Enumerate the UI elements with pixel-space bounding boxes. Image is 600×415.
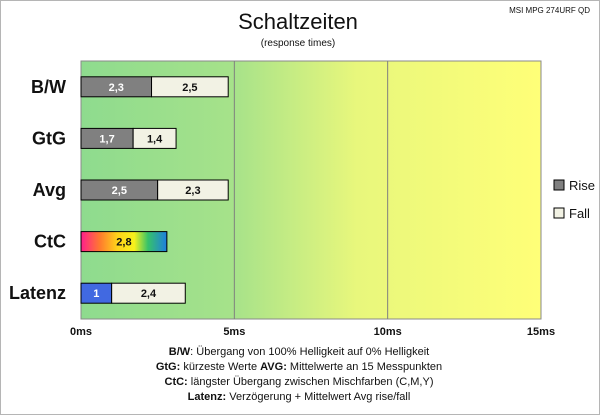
footnote-part: kürzeste Werte: [180, 361, 260, 373]
footnote-line: CtC: längster Übergang zwischen Mischfar…: [165, 376, 434, 388]
bars: 2,3 2,5 1,7 1,4 2,5 2,3 2,8 1 2,4: [80, 76, 229, 304]
legend-swatch-rise: [553, 179, 565, 191]
gridlines: [233, 61, 389, 319]
bar-rise-label: 2,5: [112, 185, 127, 197]
footnote-line: B/W: Übergang von 100% Helligkeit auf 0%…: [169, 346, 429, 358]
bar-fall-label: 2,3: [185, 185, 200, 197]
bar-fall-label: 2,4: [141, 288, 157, 300]
bar-rise-label: 1: [93, 288, 99, 300]
category-label: Avg: [33, 180, 66, 200]
bar-fall-label: 1,4: [147, 133, 163, 145]
legend: Rise Fall: [553, 178, 595, 221]
bar-fall: [132, 127, 177, 149]
category-labels: B/W GtG Avg CtC Latenz: [9, 77, 66, 303]
footnotes: B/W: Übergang von 100% Helligkeit auf 0%…: [156, 346, 442, 403]
footnote-part: : Übergang von 100% Helligkeit auf 0% He…: [190, 346, 429, 358]
footnote-line: Latenz: Verzögerung + Mittelwert Avg ris…: [188, 391, 411, 403]
bar-fall: [151, 76, 229, 98]
chart-title: Schaltzeiten: [238, 9, 358, 34]
x-axis-ticks: 0ms 5ms 10ms 15ms: [70, 326, 555, 338]
footnote-part: GtG:: [156, 361, 180, 373]
footnote-part: AVG:: [260, 361, 287, 373]
bar-rise: [80, 231, 168, 253]
x-tick-label: 0ms: [70, 326, 92, 338]
bar-fall-label: 2,5: [182, 82, 197, 94]
bar-rise-label: 2,8: [116, 237, 131, 249]
bar-fall: [157, 179, 229, 201]
monitor-model-label: MSI MPG 274URF QD: [509, 6, 590, 15]
footnote-part: CtC:: [165, 376, 188, 388]
legend-label-fall: Fall: [569, 206, 590, 221]
footnote-part: Mittelwerte an 15 Messpunkten: [287, 361, 442, 373]
bar-rise-label: 1,7: [99, 133, 114, 145]
category-label: B/W: [31, 77, 66, 97]
x-tick-label: 15ms: [527, 326, 555, 338]
category-label: GtG: [32, 128, 66, 148]
legend-swatch-fall: [553, 207, 565, 219]
category-label: Latenz: [9, 283, 66, 303]
x-tick-label: 5ms: [223, 326, 245, 338]
footnote-part: Verzögerung + Mittelwert Avg rise/fall: [226, 391, 410, 403]
category-label: CtC: [34, 232, 66, 252]
legend-label-rise: Rise: [569, 178, 595, 193]
bar-rise-label: 2,3: [109, 82, 124, 94]
footnote-line: GtG: kürzeste Werte AVG: Mittelwerte an …: [156, 361, 442, 373]
footnote-part: längster Übergang zwischen Mischfarben (…: [188, 376, 434, 388]
x-tick-label: 10ms: [374, 326, 402, 338]
bar-fall: [111, 282, 186, 304]
chart-subtitle: (response times): [261, 38, 335, 49]
footnote-part: B/W: [169, 346, 191, 358]
footnote-part: Latenz:: [188, 391, 227, 403]
